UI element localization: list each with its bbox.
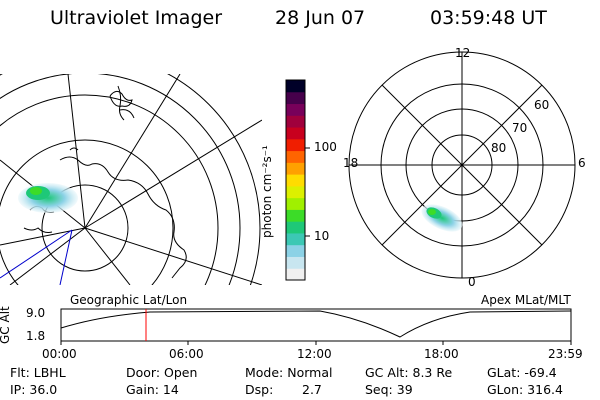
info-flt: Flt: LBHL: [10, 365, 66, 380]
colorbar-swatch: [286, 80, 305, 93]
altitude-ylabel: GC Alt: [0, 306, 12, 344]
mlt-label-6: 6: [578, 156, 586, 170]
colorbar-swatch: [286, 103, 305, 116]
altitude-ytick-1.8: 1.8: [26, 329, 46, 343]
colorbar-unit-label: photon cm⁻²s⁻¹: [260, 145, 274, 238]
xtick-2359: 23:59: [548, 347, 583, 361]
aurora-apex: [421, 204, 463, 232]
colorbar-frame: [285, 79, 306, 281]
colorbar-swatch: [286, 244, 305, 257]
mlat-label-80: 80: [491, 141, 507, 155]
colorbar-tick-100: 100: [314, 140, 337, 154]
colorbar: [285, 79, 310, 281]
info-gc-alt: GC Alt: 8.3 Re: [365, 365, 453, 380]
xtick-1200: 12:00: [297, 347, 332, 361]
info-seq: Seq: 39: [365, 382, 413, 397]
info-glat: GLat: -69.4: [487, 365, 557, 380]
info-dsp-label: Dsp:: [245, 382, 274, 397]
colorbar-swatch: [286, 185, 305, 199]
mlt-label-0: 0: [468, 275, 476, 289]
colorbar-swatch: [286, 162, 305, 175]
info-glon: GLon: 316.4: [487, 382, 563, 397]
colorbar-swatch: [286, 256, 305, 269]
info-dsp-value: 2.7: [302, 382, 322, 397]
mlat-label-70: 70: [512, 121, 528, 135]
colorbar-tick-10: 10: [314, 229, 330, 243]
colorbar-swatch: [286, 268, 305, 281]
date-label: 28 Jun 07: [275, 7, 366, 29]
info-door: Door: Open: [126, 365, 198, 380]
time-label: 03:59:48 UT: [430, 7, 547, 29]
xtick-1800: 18:00: [424, 347, 459, 361]
xtick-0600: 06:00: [169, 347, 204, 361]
mlat-label-60: 60: [534, 98, 550, 112]
apex-caption: Apex MLat/MLT: [481, 293, 571, 307]
altitude-plot: [60, 308, 572, 345]
colorbar-swatch: [286, 209, 305, 222]
xtick-0000: 00:00: [42, 347, 77, 361]
colorbar-swatch: [286, 174, 305, 187]
geo-caption: Geographic Lat/Lon: [70, 293, 188, 307]
colorbar-swatch: [286, 127, 305, 140]
aurora-geo: [18, 183, 78, 213]
colorbar-swatch: [286, 221, 305, 234]
geographic-map: [0, 74, 262, 285]
apex-polar-plot: [348, 51, 576, 279]
colorbar-swatch: [286, 91, 305, 105]
info-mode: Mode: Normal: [245, 365, 333, 380]
colorbar-swatch: [286, 138, 305, 152]
instrument-title: Ultraviolet Imager: [50, 7, 223, 29]
colorbar-swatch: [286, 232, 305, 246]
info-gain: Gain: 14: [126, 382, 179, 397]
colorbar-swatch: [286, 115, 305, 128]
mlt-label-12: 12: [455, 46, 471, 60]
altitude-ytick-9: 9.0: [26, 306, 46, 320]
info-ip: IP: 36.0: [10, 382, 58, 397]
colorbar-swatch: [286, 150, 305, 163]
colorbar-swatch: [286, 197, 305, 210]
altitude-curve: [60, 310, 572, 338]
mlt-label-18: 18: [343, 156, 359, 170]
